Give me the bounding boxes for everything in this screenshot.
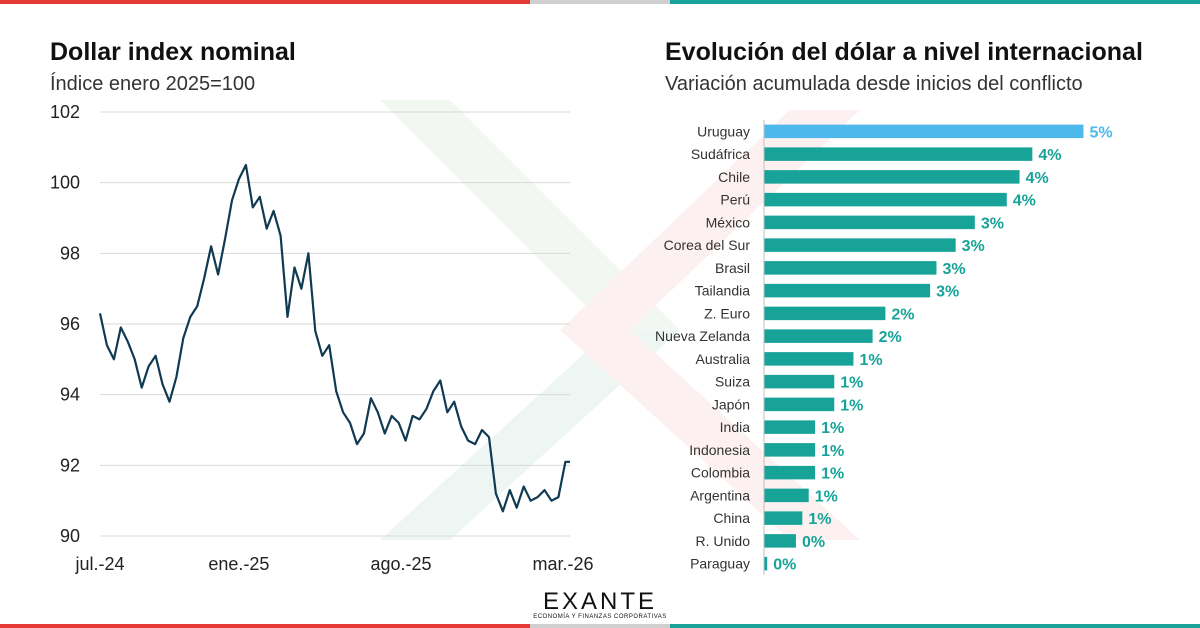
- category-label: Australia: [696, 351, 751, 367]
- value-label: 0%: [773, 557, 796, 574]
- category-label: Perú: [720, 192, 750, 208]
- bar: [764, 147, 1033, 161]
- value-label: 3%: [962, 238, 985, 255]
- bottom-stripe-gray: [530, 624, 670, 628]
- exante-logo: EXANTE ECONOMÍA Y FINANZAS CORPORATIVAS: [530, 588, 670, 620]
- left-chart-title: Dollar index nominal: [50, 38, 296, 66]
- category-label: Japón: [712, 396, 750, 412]
- category-label: México: [706, 214, 751, 230]
- category-label: Sudáfrica: [691, 146, 750, 162]
- bar: [764, 215, 975, 230]
- value-label: 3%: [943, 261, 966, 278]
- category-label: Z. Euro: [704, 305, 750, 321]
- value-label: 1%: [840, 397, 863, 414]
- y-tick-label: 90: [60, 526, 80, 546]
- bar: [764, 124, 1084, 139]
- top-stripe-gray: [530, 0, 670, 4]
- bar: [764, 238, 956, 252]
- bar: [764, 488, 809, 503]
- value-label: 1%: [821, 420, 844, 437]
- bar: [764, 443, 816, 457]
- bar: [764, 352, 854, 366]
- bar: [764, 170, 1020, 184]
- bar: [764, 283, 931, 298]
- value-label: 0%: [802, 534, 825, 551]
- dollar-index-line-chart: 90 92 94 96 98 100 102 jul.-24 ene.-25 ago.-25 mar…: [50, 102, 594, 574]
- category-label: Uruguay: [697, 123, 750, 139]
- value-label: 1%: [840, 375, 863, 392]
- value-label: 1%: [821, 443, 844, 460]
- watermark-x-logo: [380, 100, 860, 540]
- category-label: Nueva Zelanda: [655, 328, 750, 344]
- bottom-stripe-red: [0, 624, 530, 628]
- left-chart-subtitle: Índice enero 2025=100: [50, 73, 256, 95]
- bottom-stripe: [0, 624, 1200, 628]
- x-tick-label: mar.-26: [533, 554, 594, 574]
- dollar-variation-bar-chart: Uruguay 5% Sudáfrica 4% Chile 4% Perú 4% México 3…: [655, 120, 1113, 575]
- value-label: 1%: [815, 488, 838, 505]
- value-label: 1%: [859, 352, 882, 369]
- x-tick-label: jul.-24: [74, 554, 124, 574]
- category-label: R. Unido: [696, 533, 751, 549]
- bar: [764, 420, 816, 434]
- bar: [764, 534, 796, 548]
- bar: [764, 192, 1007, 207]
- bar: [764, 511, 803, 525]
- logo-text: EXANTE: [542, 588, 658, 615]
- bar: [764, 306, 886, 321]
- category-label: India: [720, 419, 751, 435]
- x-tick-label: ene.-25: [208, 554, 269, 574]
- bar: [764, 261, 937, 275]
- value-label: 3%: [936, 284, 959, 301]
- x-tick-label: ago.-25: [370, 554, 431, 574]
- value-label: 1%: [821, 466, 844, 483]
- y-tick-label: 100: [50, 173, 80, 193]
- y-tick-label: 98: [60, 243, 80, 263]
- top-stripe-teal: [670, 0, 1200, 4]
- bar: [764, 465, 816, 480]
- category-label: Chile: [718, 169, 750, 185]
- y-tick-label: 92: [60, 455, 80, 475]
- y-tick-label: 102: [50, 102, 80, 122]
- category-label: Colombia: [691, 465, 750, 481]
- value-label: 4%: [1038, 147, 1061, 164]
- category-label: Tailandia: [695, 283, 750, 299]
- dollar-index-series-line: [98, 163, 570, 513]
- top-stripe-red: [0, 0, 530, 4]
- category-label: Argentina: [690, 487, 750, 503]
- value-label: 2%: [891, 306, 914, 323]
- bottom-stripe-teal: [670, 624, 1200, 628]
- category-label: Brasil: [715, 260, 750, 276]
- y-tick-label: 96: [60, 314, 80, 334]
- top-stripe: [0, 0, 1200, 4]
- logo-tagline: ECONOMÍA Y FINANZAS CORPORATIVAS: [533, 614, 667, 620]
- right-chart-title: Evolución del dólar a nivel internaciona…: [665, 38, 1143, 66]
- bar: [764, 374, 835, 389]
- category-label: Corea del Sur: [664, 237, 751, 253]
- y-tick-label: 94: [60, 385, 80, 405]
- value-label: 5%: [1089, 124, 1112, 141]
- bar: [764, 397, 835, 412]
- bar: [764, 329, 873, 343]
- value-label: 2%: [879, 329, 902, 346]
- category-label: Suiza: [715, 374, 750, 390]
- category-label: China: [713, 510, 750, 526]
- value-label: 4%: [1026, 170, 1049, 187]
- category-label: Paraguay: [690, 556, 750, 572]
- value-label: 1%: [808, 511, 831, 528]
- value-label: 3%: [981, 215, 1004, 232]
- category-label: Indonesia: [689, 442, 750, 458]
- right-chart-subtitle: Variación acumulada desde inicios del co…: [665, 73, 1083, 95]
- bar: [764, 556, 768, 571]
- value-label: 4%: [1013, 193, 1036, 210]
